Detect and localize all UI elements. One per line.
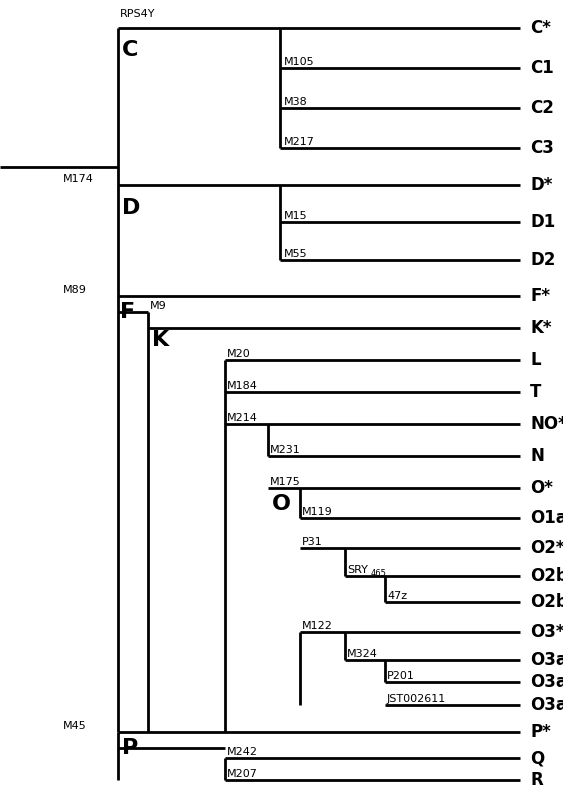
- Text: P31: P31: [302, 537, 323, 547]
- Text: C*: C*: [530, 19, 551, 37]
- Text: 465: 465: [371, 570, 387, 578]
- Text: O2b*: O2b*: [530, 567, 563, 585]
- Text: C2: C2: [530, 99, 554, 117]
- Text: D2: D2: [530, 251, 555, 269]
- Text: M184: M184: [227, 381, 258, 391]
- Text: K: K: [152, 330, 169, 350]
- Text: O3*: O3*: [530, 623, 563, 641]
- Text: JST002611: JST002611: [387, 694, 446, 704]
- Text: L: L: [530, 351, 540, 369]
- Text: M217: M217: [284, 137, 315, 147]
- Text: O3a3: O3a3: [530, 673, 563, 691]
- Text: M9: M9: [150, 301, 167, 311]
- Text: M55: M55: [284, 249, 307, 259]
- Text: P201: P201: [387, 671, 415, 681]
- Text: M174: M174: [63, 174, 94, 184]
- Text: M214: M214: [227, 413, 258, 423]
- Text: C3: C3: [530, 139, 554, 157]
- Text: M38: M38: [284, 97, 308, 107]
- Text: T: T: [530, 383, 542, 401]
- Text: M20: M20: [227, 349, 251, 359]
- Text: M242: M242: [227, 747, 258, 757]
- Text: M324: M324: [347, 649, 378, 659]
- Text: M119: M119: [302, 507, 333, 517]
- Text: M231: M231: [270, 445, 301, 455]
- Text: P*: P*: [530, 723, 551, 741]
- Text: F: F: [120, 302, 135, 322]
- Text: O: O: [272, 494, 291, 514]
- Text: O3a4: O3a4: [530, 696, 563, 714]
- Text: NO*: NO*: [530, 415, 563, 433]
- Text: D1: D1: [530, 213, 555, 231]
- Text: O1a: O1a: [530, 509, 563, 527]
- Text: M15: M15: [284, 211, 307, 221]
- Text: M122: M122: [302, 621, 333, 631]
- Text: N: N: [530, 447, 544, 465]
- Text: K*: K*: [530, 319, 552, 337]
- Text: M105: M105: [284, 57, 315, 67]
- Text: R: R: [530, 771, 543, 786]
- Text: D*: D*: [530, 176, 552, 194]
- Text: F*: F*: [530, 287, 550, 305]
- Text: O*: O*: [530, 479, 553, 497]
- Text: O2b1: O2b1: [530, 593, 563, 611]
- Text: M45: M45: [63, 721, 87, 731]
- Text: M89: M89: [63, 285, 87, 295]
- Text: D: D: [122, 198, 140, 218]
- Text: P: P: [122, 738, 138, 758]
- Text: M175: M175: [270, 477, 301, 487]
- Text: C1: C1: [530, 59, 554, 77]
- Text: O2*: O2*: [530, 539, 563, 557]
- Text: Q: Q: [530, 749, 544, 767]
- Text: 47z: 47z: [387, 591, 407, 601]
- Text: O3a*: O3a*: [530, 651, 563, 669]
- Text: SRY: SRY: [347, 565, 368, 575]
- Text: RPS4Y: RPS4Y: [120, 9, 155, 19]
- Text: M207: M207: [227, 769, 258, 779]
- Text: C: C: [122, 40, 138, 60]
